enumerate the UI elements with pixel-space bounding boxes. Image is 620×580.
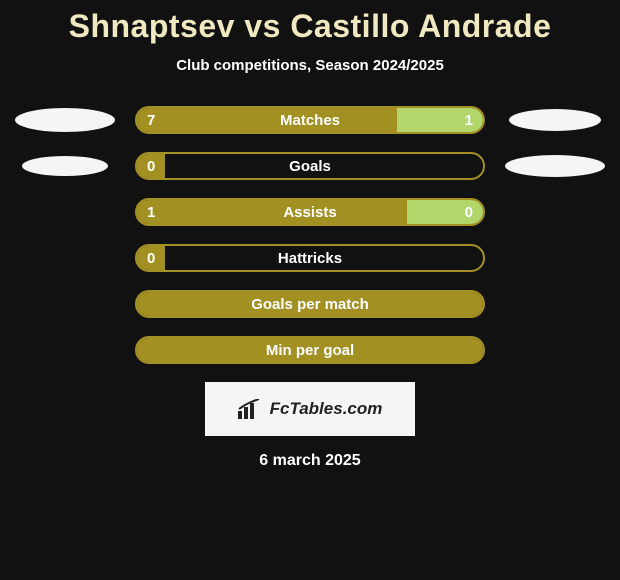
comparison-title: Shnaptsev vs Castillo Andrade (0, 0, 620, 45)
stat-bar: 0Goals (135, 152, 485, 180)
date-label: 6 march 2025 (0, 452, 620, 470)
fctables-logo[interactable]: FcTables.com (205, 382, 415, 436)
team-badge-left (15, 108, 115, 132)
chart-icon (238, 399, 264, 419)
stat-bar: 71Matches (135, 106, 485, 134)
stat-row: 0Hattricks (0, 244, 620, 272)
stat-label: Matches (137, 108, 483, 132)
stat-bar: Min per goal (135, 336, 485, 364)
team-badge-left (15, 156, 115, 176)
subtitle: Club competitions, Season 2024/2025 (0, 57, 620, 74)
stat-row: Min per goal (0, 336, 620, 364)
badge-ellipse (509, 109, 601, 131)
badge-ellipse (22, 156, 108, 176)
logo-text: FcTables.com (270, 399, 383, 419)
team-badge-right (505, 109, 605, 131)
stats-container: 71Matches 0Goals 10Assists 0Hattricks Goals … (0, 106, 620, 364)
stat-bar: Goals per match (135, 290, 485, 318)
stat-row: 71Matches (0, 106, 620, 134)
player1-name: Shnaptsev (69, 8, 235, 44)
vs-text: vs (244, 8, 281, 44)
stat-row: 0Goals (0, 152, 620, 180)
stat-label: Hattricks (137, 246, 483, 270)
stat-bar: 0Hattricks (135, 244, 485, 272)
stat-label: Goals (137, 154, 483, 178)
stat-row: Goals per match (0, 290, 620, 318)
stat-label: Min per goal (137, 338, 483, 362)
player2-name: Castillo Andrade (290, 8, 551, 44)
stat-label: Assists (137, 200, 483, 224)
badge-ellipse (505, 155, 605, 177)
stat-bar: 10Assists (135, 198, 485, 226)
team-badge-right (505, 155, 605, 177)
stat-label: Goals per match (137, 292, 483, 316)
badge-ellipse (15, 108, 115, 132)
stat-row: 10Assists (0, 198, 620, 226)
